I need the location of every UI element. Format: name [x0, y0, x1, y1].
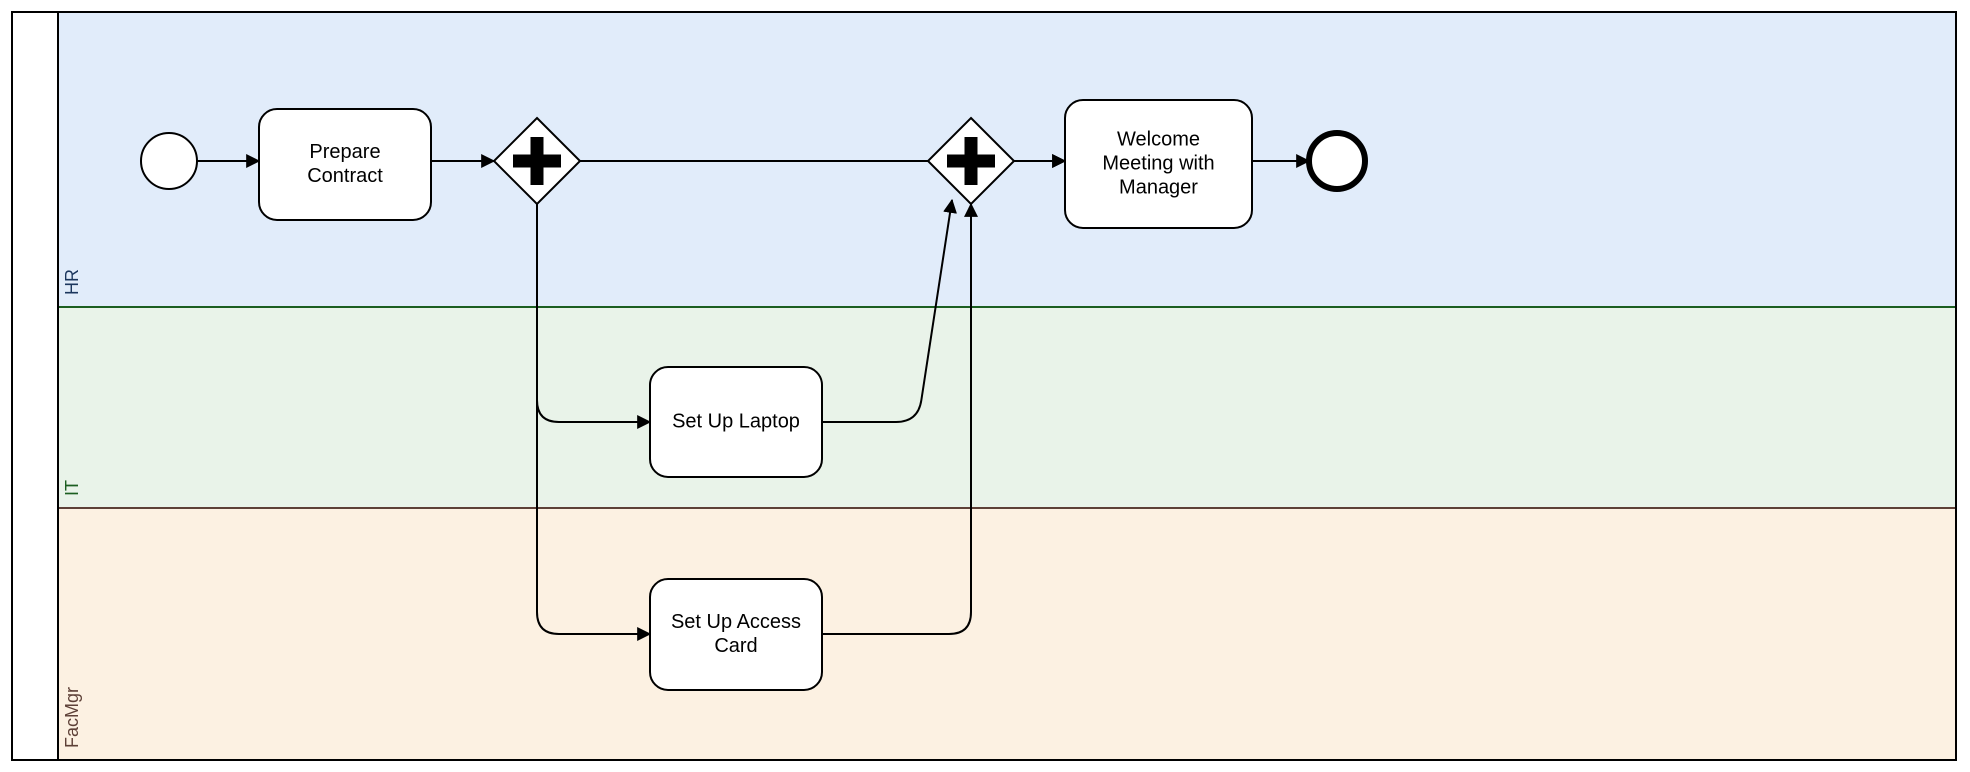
task-label-task4-line2: Manager — [1119, 176, 1198, 198]
task-label-task1-line1: Contract — [307, 165, 383, 187]
lane-it — [58, 307, 1956, 508]
lane-facmgr — [58, 508, 1956, 760]
lane-label-it: IT — [62, 480, 82, 496]
bpmn-diagram: HR IT FacMgr PrepareContract Set Up Laptop Se… — [0, 0, 1970, 772]
end-event — [1309, 133, 1365, 189]
task-label-task2-line0: Set Up Laptop — [672, 410, 800, 432]
task-label-task3-line1: Card — [714, 635, 757, 657]
lane-label-hr: HR — [62, 269, 82, 295]
task-label-task4-line1: Meeting with — [1102, 152, 1214, 174]
task-label-task4-line0: Welcome — [1117, 128, 1200, 150]
start-event — [141, 133, 197, 189]
lane-label-facmgr: FacMgr — [62, 687, 82, 748]
task-label-task3-line0: Set Up Access — [671, 611, 801, 633]
task-label-task1-line0: Prepare — [309, 141, 380, 163]
